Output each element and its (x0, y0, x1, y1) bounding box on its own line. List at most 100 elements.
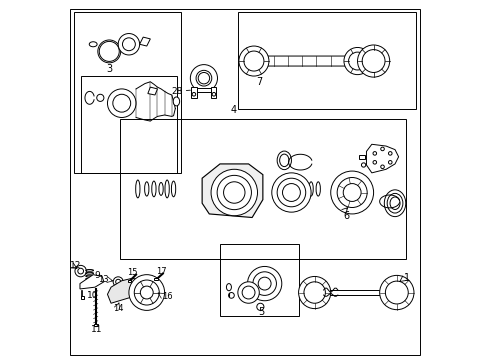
Bar (74, 12, 181, 173)
Text: 4: 4 (231, 105, 237, 115)
Polygon shape (202, 164, 263, 217)
Circle shape (211, 169, 258, 216)
Bar (359, 155, 365, 159)
Bar (220, 244, 298, 316)
Circle shape (101, 44, 117, 59)
Circle shape (381, 147, 384, 151)
Circle shape (343, 184, 361, 202)
Bar (238, 12, 416, 109)
Circle shape (257, 303, 264, 310)
Circle shape (116, 279, 121, 284)
Circle shape (331, 171, 373, 214)
Bar (192, 87, 197, 98)
Bar (128, 280, 131, 282)
Circle shape (373, 161, 377, 164)
Ellipse shape (136, 180, 140, 198)
Bar (120, 119, 406, 258)
Circle shape (283, 184, 300, 202)
Ellipse shape (165, 180, 169, 198)
Ellipse shape (288, 182, 292, 196)
Circle shape (140, 286, 153, 299)
Circle shape (239, 46, 269, 76)
Circle shape (247, 266, 282, 301)
Ellipse shape (277, 151, 292, 170)
Circle shape (258, 277, 271, 290)
Bar (154, 278, 158, 280)
Ellipse shape (86, 275, 94, 277)
Ellipse shape (86, 270, 94, 271)
Text: 13: 13 (98, 275, 109, 284)
Polygon shape (193, 88, 215, 93)
Circle shape (381, 165, 384, 168)
Circle shape (104, 46, 115, 57)
Circle shape (113, 277, 123, 287)
Circle shape (200, 75, 207, 82)
Circle shape (304, 282, 325, 303)
Circle shape (344, 48, 371, 75)
Circle shape (362, 163, 366, 167)
Circle shape (228, 293, 234, 298)
Ellipse shape (390, 197, 400, 210)
Circle shape (122, 38, 135, 51)
Ellipse shape (86, 281, 94, 283)
Text: 14: 14 (114, 304, 124, 313)
Bar (211, 87, 217, 98)
Circle shape (134, 280, 159, 305)
Text: 3: 3 (106, 64, 112, 74)
Text: 28: 28 (171, 87, 182, 96)
Circle shape (242, 286, 255, 299)
Text: 17: 17 (156, 267, 167, 276)
Ellipse shape (316, 182, 320, 196)
Ellipse shape (86, 278, 94, 280)
Circle shape (362, 50, 385, 72)
Circle shape (190, 64, 218, 92)
Polygon shape (80, 275, 104, 289)
Circle shape (389, 161, 392, 164)
Circle shape (129, 275, 165, 310)
Text: 12: 12 (70, 261, 81, 270)
Ellipse shape (387, 193, 403, 213)
Circle shape (98, 40, 121, 63)
Circle shape (75, 265, 86, 277)
Circle shape (358, 45, 390, 77)
Circle shape (380, 275, 414, 310)
Circle shape (223, 182, 245, 203)
Ellipse shape (279, 182, 283, 196)
Circle shape (238, 282, 259, 303)
Circle shape (386, 281, 408, 304)
Text: 7: 7 (256, 77, 262, 87)
Circle shape (277, 178, 306, 207)
Bar (94, 324, 98, 327)
Circle shape (298, 276, 331, 309)
Ellipse shape (280, 154, 289, 167)
Circle shape (113, 94, 131, 112)
Circle shape (272, 173, 311, 212)
Bar (315, 290, 390, 295)
Circle shape (337, 177, 367, 207)
Ellipse shape (89, 42, 97, 47)
Circle shape (99, 41, 119, 62)
Circle shape (389, 152, 392, 155)
Circle shape (118, 33, 140, 55)
Text: 10: 10 (87, 291, 98, 300)
Ellipse shape (152, 181, 156, 197)
Circle shape (97, 94, 104, 102)
Text: 1: 1 (404, 273, 410, 283)
Text: 15: 15 (127, 268, 138, 277)
Circle shape (373, 152, 377, 155)
Text: 11: 11 (91, 325, 102, 334)
Bar (81, 76, 177, 173)
Ellipse shape (384, 190, 406, 217)
Ellipse shape (172, 181, 176, 197)
Circle shape (217, 175, 251, 210)
Ellipse shape (145, 182, 149, 196)
Ellipse shape (86, 273, 94, 274)
FancyBboxPatch shape (253, 56, 351, 66)
Ellipse shape (294, 182, 299, 196)
Polygon shape (367, 144, 398, 173)
Circle shape (107, 89, 136, 117)
Circle shape (253, 272, 276, 296)
Text: 16: 16 (162, 292, 173, 301)
Text: 5: 5 (258, 307, 264, 317)
Circle shape (192, 93, 196, 96)
